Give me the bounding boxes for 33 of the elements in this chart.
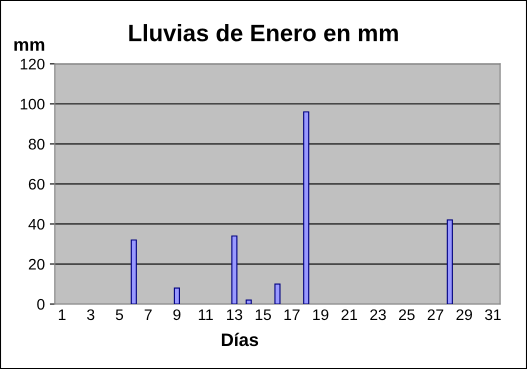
x-tick-label: 11 xyxy=(198,309,213,320)
bar xyxy=(303,111,310,304)
x-tick-label: 29 xyxy=(456,309,472,320)
y-tick-label: 60 xyxy=(28,178,44,190)
x-tick-label: 31 xyxy=(485,309,501,320)
x-tick-label: 21 xyxy=(342,309,358,320)
bar xyxy=(130,239,137,304)
y-tick-label: 100 xyxy=(20,98,44,110)
x-tick-label: 19 xyxy=(313,309,328,320)
chart-title: Lluvias de Enero en mm xyxy=(129,24,398,42)
y-tick-label: 0 xyxy=(37,298,44,310)
y-tick-label: 40 xyxy=(28,218,44,230)
x-tick-label: 15 xyxy=(256,309,271,320)
x-tick-label: 13 xyxy=(227,309,242,320)
x-tick-label: 25 xyxy=(399,309,415,320)
x-tick-label: 5 xyxy=(116,309,124,320)
x-tick-label: 23 xyxy=(370,309,386,320)
y-tick-label: 80 xyxy=(28,138,44,150)
bar xyxy=(274,283,281,304)
x-tick-label: 27 xyxy=(428,309,444,320)
bar xyxy=(231,235,238,304)
bar xyxy=(174,287,180,304)
x-tick-label: 17 xyxy=(284,309,300,320)
x-tick-label: 3 xyxy=(87,309,94,320)
bar xyxy=(246,299,252,304)
y-tick-label: 120 xyxy=(20,58,44,70)
x-tick-label: 9 xyxy=(173,309,180,320)
x-axis-title: Días xyxy=(222,332,258,346)
y-tick-label: 20 xyxy=(28,258,44,270)
bar xyxy=(446,219,453,304)
x-tick-label: 7 xyxy=(144,309,152,320)
y-axis-title: mm xyxy=(14,41,44,51)
x-tick-label: 1 xyxy=(58,309,66,320)
